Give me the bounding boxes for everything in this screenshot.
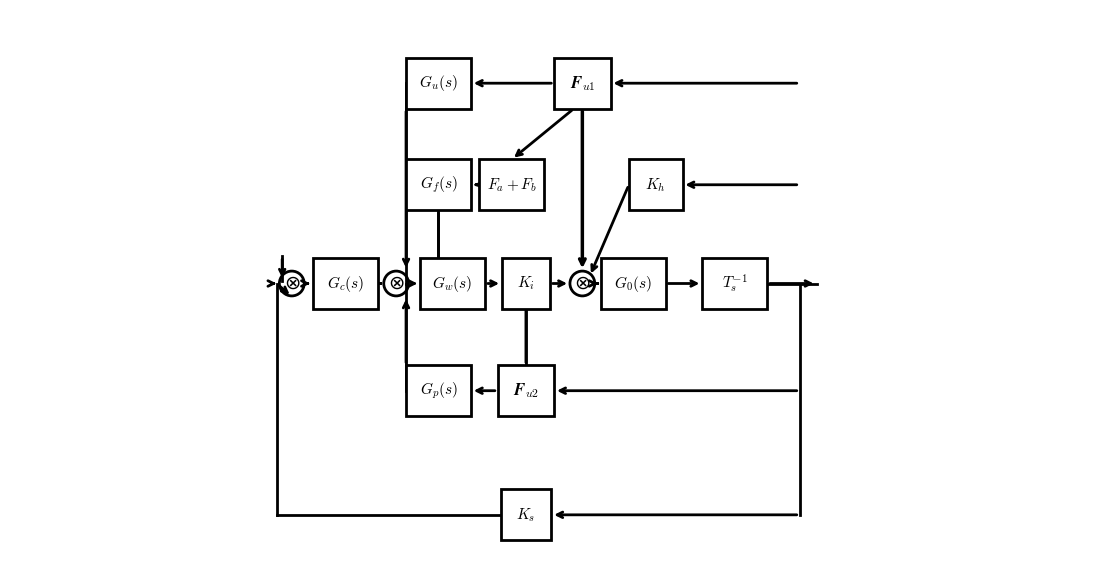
Text: $F_a+F_b$: $F_a+F_b$ (487, 176, 536, 193)
Text: $\otimes$: $\otimes$ (388, 274, 405, 293)
FancyBboxPatch shape (313, 258, 377, 309)
FancyBboxPatch shape (479, 159, 544, 210)
Text: $\otimes$: $\otimes$ (283, 274, 301, 293)
FancyBboxPatch shape (500, 489, 552, 540)
FancyBboxPatch shape (406, 159, 471, 210)
Text: $K_s$: $K_s$ (517, 506, 535, 524)
FancyBboxPatch shape (406, 365, 471, 416)
FancyBboxPatch shape (554, 58, 611, 109)
Text: $G_0(s)$: $G_0(s)$ (614, 273, 652, 294)
FancyBboxPatch shape (702, 258, 767, 309)
Text: $K_i$: $K_i$ (517, 274, 535, 293)
FancyBboxPatch shape (498, 365, 554, 416)
Text: $G_c(s)$: $G_c(s)$ (327, 273, 364, 294)
Text: $\boldsymbol{F}_{u1}$: $\boldsymbol{F}_{u1}$ (569, 74, 596, 92)
Text: $K_h$: $K_h$ (645, 176, 666, 193)
FancyBboxPatch shape (502, 258, 550, 309)
Text: $G_p(s)$: $G_p(s)$ (419, 380, 457, 401)
Text: $\otimes$: $\otimes$ (574, 274, 590, 293)
FancyBboxPatch shape (420, 258, 485, 309)
Text: $\boldsymbol{F}_{u2}$: $\boldsymbol{F}_{u2}$ (513, 381, 539, 400)
Text: $G_f(s)$: $G_f(s)$ (419, 175, 457, 195)
FancyBboxPatch shape (406, 58, 471, 109)
Text: $T_s^{-1}$: $T_s^{-1}$ (722, 273, 747, 294)
FancyBboxPatch shape (629, 159, 682, 210)
Text: $G_w(s)$: $G_w(s)$ (432, 273, 473, 294)
FancyBboxPatch shape (601, 258, 666, 309)
Text: $G_u(s)$: $G_u(s)$ (419, 73, 457, 93)
